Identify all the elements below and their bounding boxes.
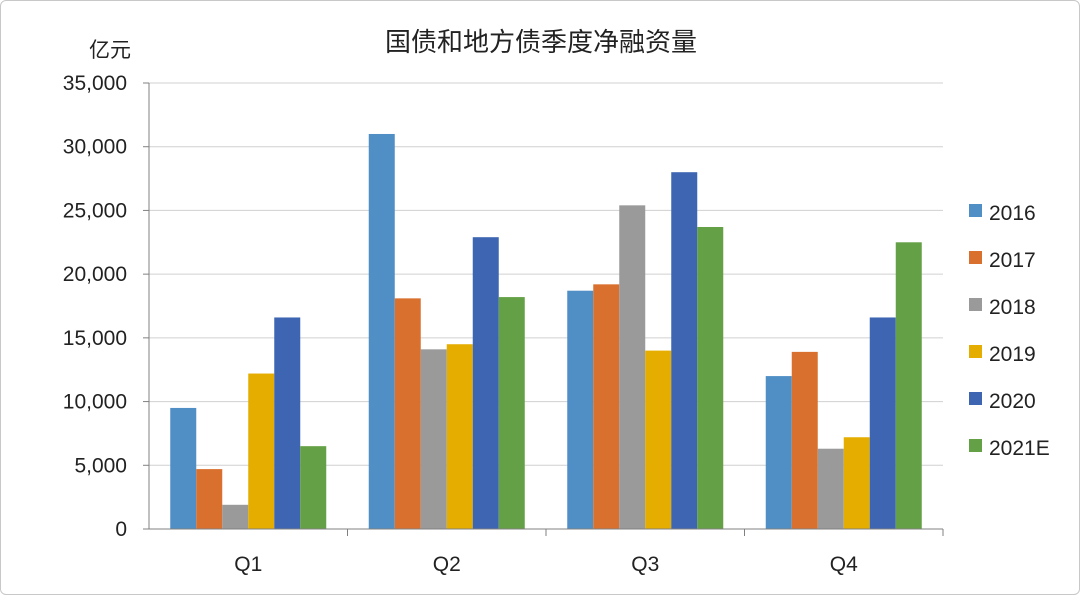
bar-2018-Q1: [222, 504, 249, 529]
x-tick-label: Q4: [830, 553, 858, 576]
legend-swatch: [969, 392, 982, 405]
bar-2020-Q1: [274, 317, 301, 529]
bar-2016-Q2: [368, 133, 395, 529]
legend-label: 2016: [989, 202, 1036, 225]
y-axis-unit-label: 亿元: [89, 38, 131, 62]
chart-title: 国债和地方债季度净融资量: [385, 28, 697, 58]
axes: [143, 82, 944, 536]
bar-2019-Q2: [446, 344, 473, 529]
y-tick-label: 20,000: [63, 263, 127, 286]
bar-2020-Q2: [472, 237, 499, 529]
bar-2019-Q1: [248, 373, 275, 529]
bar-2016-Q1: [170, 407, 197, 529]
y-tick-label: 35,000: [63, 72, 127, 95]
bars: [170, 133, 922, 530]
y-tick-label: 15,000: [63, 327, 127, 350]
bar-2017-Q1: [196, 469, 223, 529]
legend-swatch: [969, 204, 982, 217]
bar-2017-Q2: [394, 298, 421, 529]
legend-label: 2020: [989, 390, 1036, 413]
legend-swatch: [969, 345, 982, 358]
legend-swatch: [969, 439, 982, 452]
y-tick-label: 0: [115, 518, 127, 541]
bar-2018-Q3: [619, 205, 646, 529]
bar-2016-Q4: [765, 376, 792, 529]
bar-2021E-Q3: [697, 226, 724, 529]
bar-2017-Q4: [791, 351, 818, 529]
bar-2018-Q4: [817, 448, 844, 529]
y-axis-tick-labels: 0 5,000 10,000 15,000 20,000 25,000 30,000 35,0…: [63, 72, 127, 541]
bar-2019-Q3: [645, 350, 672, 529]
legend-swatch: [969, 251, 982, 264]
bar-2017-Q3: [593, 284, 620, 529]
x-tick-label: Q3: [631, 553, 659, 576]
legend-label: 2019: [989, 343, 1036, 366]
legend-label: 2017: [989, 249, 1036, 272]
legend-label: 2018: [989, 296, 1036, 319]
bar-2018-Q2: [420, 349, 447, 529]
y-tick-label: 10,000: [63, 391, 127, 414]
x-axis-tick-labels: Q1 Q2 Q3 Q4: [234, 553, 858, 576]
legend: 2016 2017 2018 2019 2020 2021E: [969, 202, 1050, 460]
bar-2019-Q4: [843, 437, 870, 529]
legend-label: 2021E: [989, 437, 1050, 460]
bar-2016-Q3: [567, 290, 594, 529]
x-tick-label: Q2: [433, 553, 461, 576]
bar-2020-Q4: [869, 317, 896, 529]
x-tick-label: Q1: [234, 553, 262, 576]
bar-2020-Q3: [671, 172, 698, 529]
y-tick-label: 5,000: [74, 454, 127, 477]
legend-swatch: [969, 298, 982, 311]
y-tick-label: 30,000: [63, 136, 127, 159]
y-tick-label: 25,000: [63, 199, 127, 222]
bar-2021E-Q1: [300, 446, 327, 529]
bar-2021E-Q2: [498, 297, 525, 529]
bar-2021E-Q4: [895, 242, 922, 530]
